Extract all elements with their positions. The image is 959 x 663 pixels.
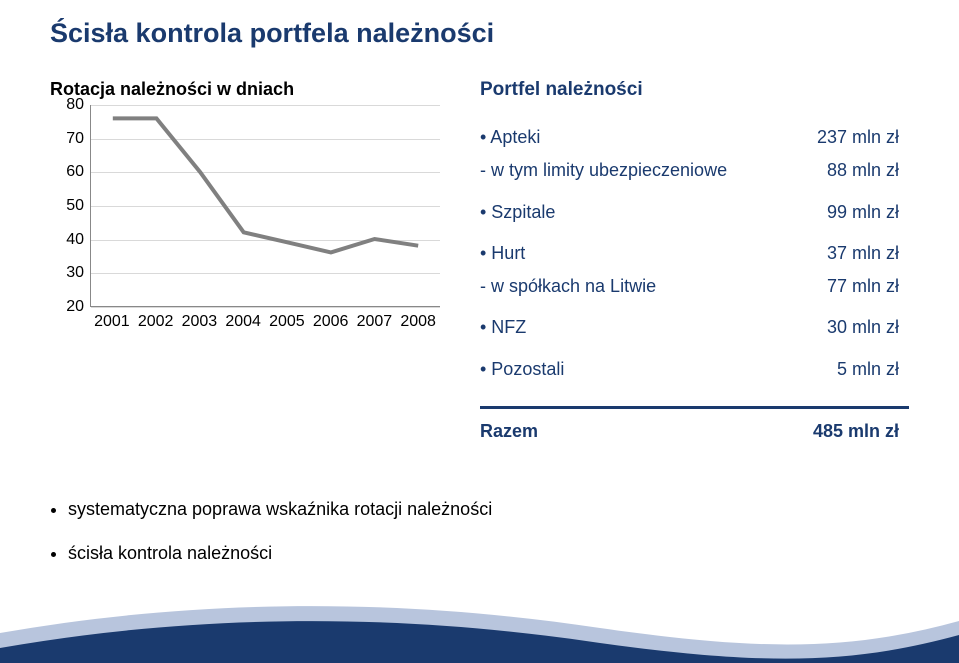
- portfolio-row-value: 88 mln zł: [827, 154, 899, 187]
- portfolio-row: • Pozostali 5 mln zł: [480, 353, 909, 386]
- portfolio-row-label: • Apteki: [480, 121, 540, 154]
- portfolio-total: Razem 485 mln zł: [480, 406, 909, 448]
- portfolio-row-label: • Pozostali: [480, 353, 564, 386]
- chart-y-tick: 20: [50, 298, 84, 316]
- portfolio-row-value: 237 mln zł: [817, 121, 899, 154]
- rotation-chart: 20012002200320042005200620072008 20 30 40 5…: [50, 105, 440, 341]
- chart-line-svg: [91, 105, 440, 306]
- chart-y-tick: 70: [50, 130, 84, 148]
- portfolio-row-label: - w tym limity ubezpieczeniowe: [480, 154, 727, 187]
- decorative-wave: [0, 573, 959, 663]
- chart-gridline: [91, 307, 440, 308]
- portfolio-row-value: 37 mln zł: [827, 237, 899, 270]
- chart-x-tick: 2008: [396, 313, 440, 331]
- chart-y-tick: 30: [50, 264, 84, 282]
- right-column: Portfel należności • Apteki237 mln zł- w…: [480, 79, 909, 448]
- chart-y-tick: 40: [50, 231, 84, 249]
- chart-plot-area: [90, 105, 440, 307]
- chart-y-tick: 80: [50, 96, 84, 114]
- portfolio-row: • Apteki 237 mln zł: [480, 121, 909, 154]
- chart-x-tick: 2005: [265, 313, 309, 331]
- chart-x-tick: 2001: [90, 313, 134, 331]
- portfolio-row-label: • Szpitale: [480, 196, 555, 229]
- portfolio-row-label: • NFZ: [480, 311, 526, 344]
- left-column: Rotacja należności w dniach 200120022003…: [50, 79, 440, 448]
- portfolio-row-value: 30 mln zł: [827, 311, 899, 344]
- chart-x-tick: 2004: [221, 313, 265, 331]
- portfolio-row: • Hurt 37 mln zł: [480, 237, 909, 270]
- total-label: Razem: [480, 415, 538, 448]
- bullet-item: ścisła kontrola należności: [68, 532, 909, 575]
- chart-x-tick: 2006: [309, 313, 353, 331]
- portfolio-list: • Apteki237 mln zł- w tym limity ubezpie…: [480, 121, 909, 386]
- chart-line: [113, 118, 418, 252]
- portfolio-row: - w spółkach na Litwie 77 mln zł: [480, 270, 909, 303]
- chart-x-tick: 2003: [178, 313, 222, 331]
- chart-y-tick: 60: [50, 163, 84, 181]
- portfolio-row: • Szpitale 99 mln zł: [480, 196, 909, 229]
- portfolio-row-label: • Hurt: [480, 237, 525, 270]
- chart-x-tick: 2002: [134, 313, 178, 331]
- portfolio-row: • NFZ 30 mln zł: [480, 311, 909, 344]
- portfolio-row-value: 77 mln zł: [827, 270, 899, 303]
- chart-x-labels: 20012002200320042005200620072008: [90, 313, 440, 331]
- bullet-item: systematyczna poprawa wskaźnika rotacji …: [68, 488, 909, 531]
- bullet-list: systematyczna poprawa wskaźnika rotacji …: [50, 488, 909, 574]
- chart-x-tick: 2007: [353, 313, 397, 331]
- chart-subtitle: Rotacja należności w dniach: [50, 79, 440, 100]
- portfolio-title: Portfel należności: [480, 79, 909, 101]
- chart-y-tick: 50: [50, 197, 84, 215]
- portfolio-row-value: 99 mln zł: [827, 196, 899, 229]
- portfolio-row: - w tym limity ubezpieczeniowe 88 mln zł: [480, 154, 909, 187]
- portfolio-row-value: 5 mln zł: [837, 353, 899, 386]
- portfolio-row-label: - w spółkach na Litwie: [480, 270, 656, 303]
- total-value: 485 mln zł: [813, 415, 899, 448]
- page-title: Ścisła kontrola portfela należności: [50, 18, 909, 49]
